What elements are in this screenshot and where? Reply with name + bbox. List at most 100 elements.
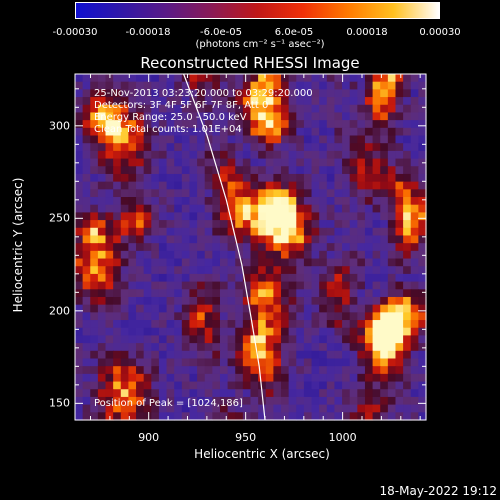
heatmap-cell [380, 120, 389, 129]
heatmap-cell [265, 81, 274, 90]
heatmap-cell [380, 273, 389, 283]
heatmap-cell [242, 189, 252, 198]
heatmap-cell [372, 89, 381, 98]
heatmap-cell [357, 296, 366, 306]
heatmap-cell [136, 389, 145, 398]
heatmap-cell [151, 181, 160, 190]
heatmap-cell [372, 304, 381, 313]
heatmap-cell [120, 358, 130, 367]
y-tick-label: 300 [49, 119, 70, 133]
heatmap-cell [395, 220, 404, 229]
heatmap-cell [296, 89, 305, 98]
heatmap-cell [265, 150, 274, 160]
heatmap-cell [273, 304, 282, 313]
heatmap-cell [113, 381, 122, 390]
heatmap-cell [349, 204, 358, 213]
heatmap-cell [288, 112, 297, 121]
heatmap-cell [387, 312, 397, 321]
heatmap-cell [258, 289, 267, 298]
heatmap-cell [326, 227, 336, 237]
heatmap-cell [174, 396, 183, 406]
heatmap-cell [349, 304, 358, 313]
heatmap-cell [174, 173, 183, 183]
heatmap-cell [410, 296, 419, 306]
heatmap-cell [90, 350, 99, 360]
heatmap-cell [281, 381, 290, 390]
heatmap-cell [143, 127, 152, 137]
heatmap-cell [204, 197, 213, 206]
heatmap-cell [197, 320, 206, 329]
heatmap-cell [151, 243, 160, 252]
heatmap-cell [342, 89, 351, 98]
heatmap-cell [364, 104, 374, 114]
heatmap-cell [349, 281, 358, 290]
heatmap-cell [120, 296, 130, 306]
heatmap-cell [128, 97, 137, 106]
heatmap-cell [364, 204, 374, 213]
heatmap-cell [219, 320, 229, 329]
heatmap-cell [212, 197, 221, 206]
heatmap-cell [105, 135, 114, 144]
heatmap-cell [75, 166, 84, 175]
heatmap-cell [75, 250, 84, 260]
heatmap-cell [189, 89, 198, 98]
heatmap-cell [242, 350, 252, 360]
heatmap-cell [250, 181, 259, 190]
heatmap-cell [250, 173, 259, 183]
heatmap-cell [380, 250, 389, 260]
heatmap-cell [219, 381, 229, 390]
heatmap-cell [158, 189, 168, 198]
heatmap-cell [143, 366, 152, 375]
heatmap-cell [311, 389, 320, 398]
heatmap-cell [380, 343, 389, 352]
heatmap-cell [364, 273, 374, 283]
heatmap-cell [90, 243, 99, 252]
heatmap-cell [303, 389, 313, 398]
heatmap-cell [97, 220, 107, 229]
heatmap-cell [387, 150, 397, 160]
heatmap-cell [227, 166, 236, 175]
heatmap-cell [372, 396, 381, 406]
heatmap-cell [395, 166, 404, 175]
heatmap-cell [334, 273, 343, 283]
heatmap-cell [319, 396, 328, 406]
heatmap-cell [273, 81, 282, 90]
heatmap-cell [174, 212, 183, 221]
heatmap-cell [136, 127, 145, 137]
heatmap-cell [349, 350, 358, 360]
heatmap-cell [387, 181, 397, 190]
heatmap-cell [227, 112, 236, 121]
heatmap-cell [387, 389, 397, 398]
heatmap-cell [120, 212, 130, 221]
heatmap-cell [296, 181, 305, 190]
heatmap-cell [357, 97, 366, 106]
heatmap-cell [258, 120, 267, 129]
heatmap-cell [174, 220, 183, 229]
heatmap-cell [296, 212, 305, 221]
heatmap-cell [143, 166, 152, 175]
heatmap-cell [311, 304, 320, 313]
heatmap-cell [288, 235, 297, 244]
heatmap-cell [151, 127, 160, 137]
heatmap-cell [303, 120, 313, 129]
heatmap-cell [227, 181, 236, 190]
heatmap-cell [380, 289, 389, 298]
heatmap-cell [311, 97, 320, 106]
heatmap-cell [418, 189, 427, 198]
heatmap-cell [372, 104, 381, 114]
heatmap-cell [75, 258, 84, 267]
heatmap-cell [319, 327, 328, 337]
heatmap-cell [97, 289, 107, 298]
heatmap-cell [342, 74, 351, 83]
heatmap-cell [372, 158, 381, 167]
heatmap-cell [189, 327, 198, 337]
heatmap-cell [311, 212, 320, 221]
heatmap-cell [219, 97, 229, 106]
heatmap-cell [380, 412, 389, 421]
heatmap-cell [75, 127, 84, 137]
heatmap-cell [75, 74, 84, 83]
heatmap-cell [181, 404, 191, 413]
heatmap-cell [189, 204, 198, 213]
heatmap-cell [227, 150, 236, 160]
heatmap-cell [227, 350, 236, 360]
